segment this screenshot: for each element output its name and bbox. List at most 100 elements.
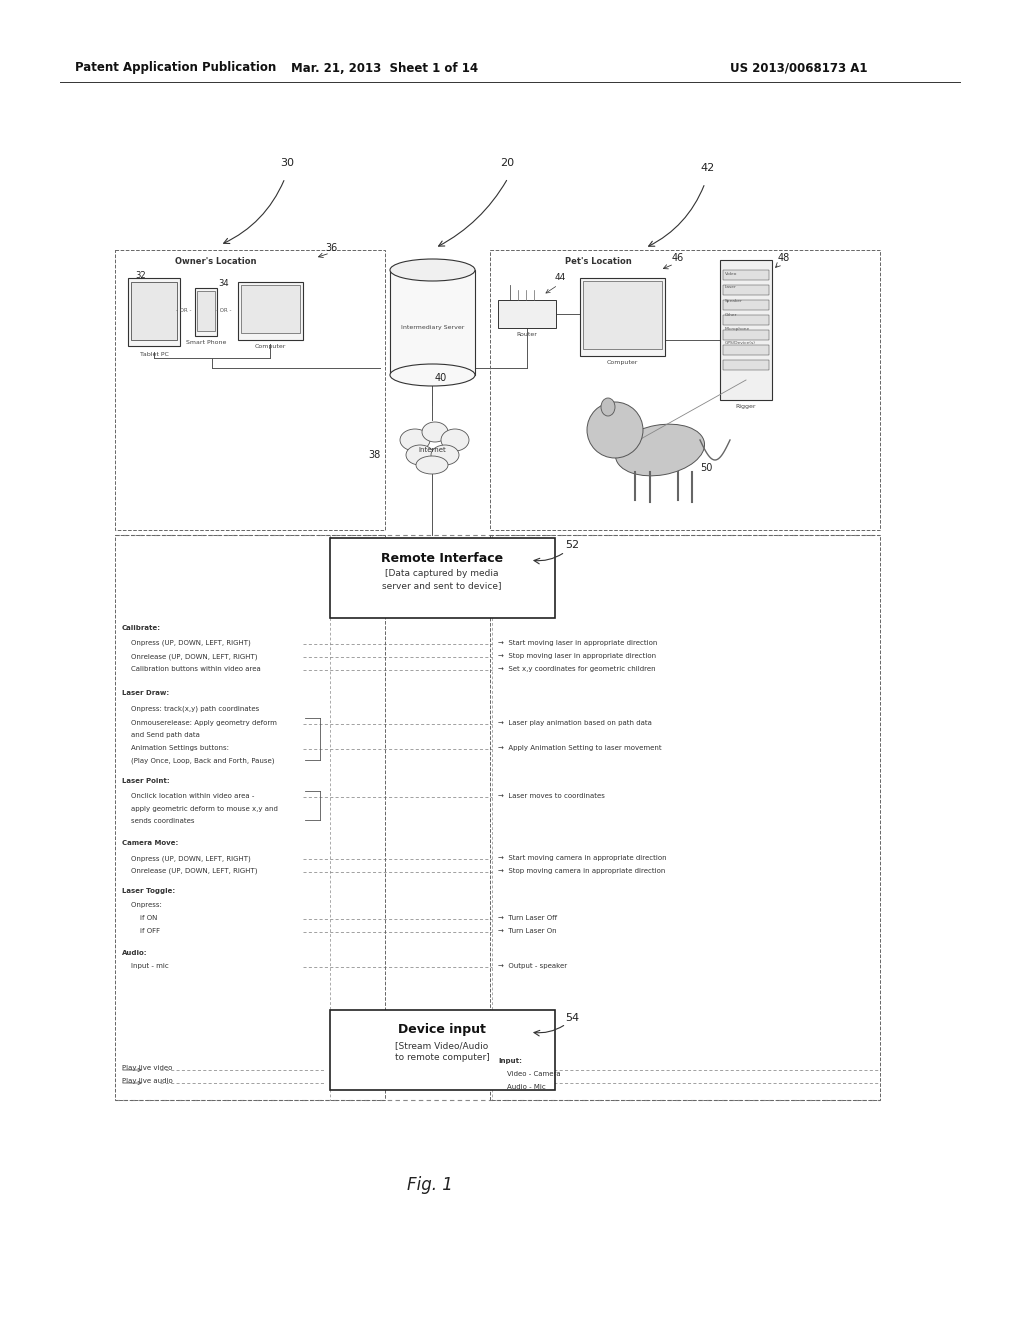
Bar [723,315,769,325]
Text: Laser Point:: Laser Point: [122,777,170,784]
Text: GPS/Device(s): GPS/Device(s) [725,341,756,345]
Text: →  Start moving camera in appropriate direction: → Start moving camera in appropriate dir… [498,855,667,861]
Bar [723,345,769,355]
Text: sends coordinates: sends coordinates [122,818,195,824]
Ellipse shape [615,424,705,475]
Text: Rigger: Rigger [736,404,757,409]
Text: Video - Camera: Video - Camera [498,1071,560,1077]
Bar [723,271,769,280]
Ellipse shape [422,422,449,442]
Text: Mar. 21, 2013  Sheet 1 of 14: Mar. 21, 2013 Sheet 1 of 14 [292,62,478,74]
Text: →  Turn Laser Off: → Turn Laser Off [498,915,557,921]
Text: [Data captured by media: [Data captured by media [385,569,499,578]
Bar [115,249,385,531]
Text: Fig. 1: Fig. 1 [408,1176,453,1195]
Bar [390,271,475,375]
Text: Laser Toggle:: Laser Toggle: [122,888,175,894]
Text: Onmouserelease: Apply geometry deform: Onmouserelease: Apply geometry deform [122,719,276,726]
Ellipse shape [400,429,430,451]
Text: 46: 46 [672,253,684,263]
Text: 52: 52 [565,540,580,550]
Text: Device input: Device input [398,1023,486,1036]
Bar [723,360,769,370]
Text: 36: 36 [325,243,337,253]
Text: Laser Draw:: Laser Draw: [122,690,169,696]
Text: Speaker: Speaker [725,300,742,304]
Text: 30: 30 [280,158,294,168]
Text: Onpress:: Onpress: [122,902,162,908]
Ellipse shape [416,455,449,474]
Text: Tablet PC: Tablet PC [139,352,168,356]
Text: and Send path data: and Send path data [122,733,200,738]
Bar [330,539,555,618]
Text: Audio:: Audio: [122,950,147,956]
Text: 50: 50 [700,463,713,473]
Bar [195,288,217,337]
Text: 42: 42 [700,162,715,173]
Text: Onrelease (UP, DOWN, LEFT, RIGHT): Onrelease (UP, DOWN, LEFT, RIGHT) [122,869,257,874]
Text: server and sent to device]: server and sent to device] [382,582,502,590]
Bar [197,290,215,331]
Bar [241,285,300,333]
Text: US 2013/0068173 A1: US 2013/0068173 A1 [730,62,867,74]
Text: Input:: Input: [498,1059,522,1064]
Text: Video: Video [725,272,737,276]
Text: 38: 38 [368,450,380,459]
Text: →  Laser moves to coordinates: → Laser moves to coordinates [498,793,605,799]
Text: Onrelease (UP, DOWN, LEFT, RIGHT): Onrelease (UP, DOWN, LEFT, RIGHT) [122,653,257,660]
Text: Other: Other [725,313,737,317]
Bar [723,330,769,341]
Bar [238,282,303,341]
Text: Camera Move:: Camera Move: [122,840,178,846]
Text: →  Turn Laser On: → Turn Laser On [498,928,557,935]
Text: 54: 54 [565,1012,580,1023]
Ellipse shape [390,259,475,281]
Text: Onclick location within video area -: Onclick location within video area - [122,793,254,799]
Text: Onpress (UP, DOWN, LEFT, RIGHT): Onpress (UP, DOWN, LEFT, RIGHT) [122,855,251,862]
Text: Laser: Laser [725,285,736,289]
Text: →  Output - speaker: → Output - speaker [498,964,567,969]
Text: if OFF: if OFF [122,928,160,935]
Ellipse shape [441,429,469,451]
Text: →  Laser play animation based on path data: → Laser play animation based on path dat… [498,719,652,726]
Text: →  Stop moving camera in appropriate direction: → Stop moving camera in appropriate dire… [498,869,666,874]
Text: - OR -: - OR - [176,308,191,313]
Text: [Stream Video/Audio: [Stream Video/Audio [395,1041,488,1051]
Text: 48: 48 [778,253,791,263]
Text: →  Start moving laser in appropriate direction: → Start moving laser in appropriate dire… [498,640,657,645]
Text: 44: 44 [555,273,566,282]
Bar [490,249,880,531]
Ellipse shape [390,364,475,385]
Text: Smart Phone: Smart Phone [185,341,226,345]
Text: Computer: Computer [606,360,638,366]
Text: Patent Application Publication: Patent Application Publication [75,62,276,74]
Text: Pet's Location: Pet's Location [565,257,632,267]
Text: (Play Once, Loop, Back and Forth, Pause): (Play Once, Loop, Back and Forth, Pause) [122,756,274,763]
Text: Audio - Mic: Audio - Mic [498,1084,546,1090]
Bar [490,535,880,1100]
Text: →  Apply Animation Setting to laser movement: → Apply Animation Setting to laser movem… [498,744,662,751]
Bar [115,535,385,1100]
Circle shape [587,403,643,458]
Text: Onpress: track(x,y) path coordinates: Onpress: track(x,y) path coordinates [122,705,259,711]
Text: 40: 40 [435,374,447,383]
Text: to remote computer]: to remote computer] [394,1053,489,1063]
Bar [330,1010,555,1090]
Text: if ON: if ON [122,915,158,921]
Text: 20: 20 [500,158,514,168]
Text: Animation Settings buttons:: Animation Settings buttons: [122,744,229,751]
Text: 32: 32 [135,272,145,281]
Text: Router: Router [516,333,538,337]
Text: Remote Interface: Remote Interface [381,552,503,565]
Bar [131,282,177,341]
Ellipse shape [406,445,434,465]
Bar [498,300,556,327]
Text: →  Set x,y coordinates for geometric children: → Set x,y coordinates for geometric chil… [498,667,655,672]
Text: Input - mic: Input - mic [122,964,169,969]
Bar [583,281,662,348]
Text: Internet: Internet [418,447,445,453]
Text: Owner's Location: Owner's Location [175,257,256,267]
Bar [580,279,665,356]
Text: Intermediary Server: Intermediary Server [400,325,464,330]
Text: Microphone: Microphone [725,327,751,331]
